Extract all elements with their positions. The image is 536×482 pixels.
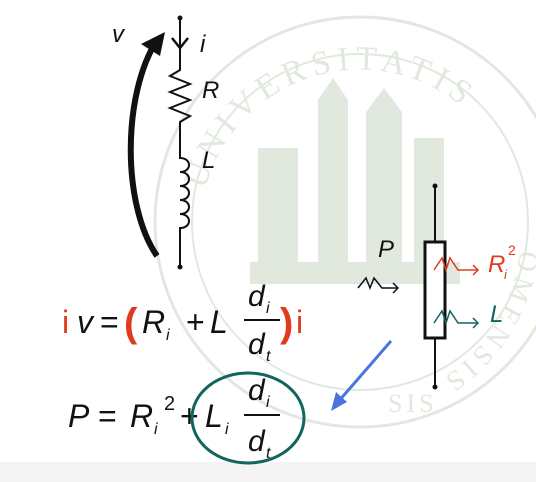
eq1-R-sub: i <box>166 327 170 344</box>
watermark-bottom-text: SIS <box>388 389 438 418</box>
pd-inductive-label: L <box>490 301 503 328</box>
equation-1: i v = ( R i + L d i d t ) i <box>62 280 303 365</box>
eq1-rhs-i: i <box>296 304 303 340</box>
pd-resistive-label: R <box>488 251 505 278</box>
eq1-equals: = <box>100 304 119 340</box>
reactive-term-highlight <box>190 371 306 465</box>
watermark-building <box>250 78 460 284</box>
pd-input-label: P <box>378 236 394 263</box>
wave-arrow-icon <box>357 276 400 294</box>
eq2-R-sub: i <box>154 421 158 438</box>
eq2-L-sub: i <box>225 421 229 438</box>
power-diagram: P R i 2 L <box>357 183 516 390</box>
terminal-top <box>177 15 183 21</box>
pd-resistive-sup: 2 <box>508 242 516 258</box>
eq2-equals: = <box>98 398 117 434</box>
eq1-frac-num-sub: i <box>266 300 270 317</box>
pd-terminal-bottom <box>432 384 438 390</box>
rl-circuit <box>167 18 193 266</box>
arrow-head-icon <box>141 32 165 56</box>
bottom-band <box>0 462 536 482</box>
eq1-lhs-i: i <box>62 304 69 340</box>
wave-arrow-icon <box>433 256 480 276</box>
resistor-symbol <box>167 62 193 150</box>
eq2-frac-den-sub: t <box>266 445 271 462</box>
terminal-bottom <box>177 264 183 270</box>
arrow-head-icon <box>171 37 189 51</box>
pd-terminal-top <box>432 183 438 189</box>
eq1-frac-num: d <box>248 280 266 313</box>
pd-element-box <box>423 240 447 340</box>
eq2-frac-den: d <box>248 425 266 458</box>
eq1-plus: + <box>186 304 205 340</box>
eq2-P: P <box>68 398 90 434</box>
eq1-L: L <box>210 304 228 340</box>
equation-2: P = R i 2 + L i d i d t <box>68 371 306 465</box>
eq2-frac-num: d <box>248 374 266 407</box>
eq1-open-paren: ( <box>124 301 138 345</box>
eq1-frac-den: d <box>248 328 266 361</box>
inductor-symbol <box>179 150 190 266</box>
eq1-lhs-v: v <box>77 304 95 340</box>
eq2-L: L <box>205 398 223 434</box>
eq2-R: R <box>130 398 153 434</box>
eq1-frac-den-sub: t <box>266 348 271 365</box>
current-label: i <box>200 31 206 58</box>
pd-resistive-sub: i <box>504 267 508 282</box>
eq2-frac-num-sub: i <box>266 394 270 411</box>
eq1-R: R <box>142 304 165 340</box>
voltage-label: v <box>112 21 126 48</box>
pointer-arrow-icon <box>331 340 393 411</box>
voltage-curved-arrow <box>127 38 160 258</box>
resistor-label: R <box>202 77 219 104</box>
eq1-close-paren: ) <box>280 301 293 345</box>
inductor-label: L <box>202 147 215 174</box>
wave-arrow-icon <box>433 309 480 329</box>
eq2-R-sup: 2 <box>164 393 175 415</box>
watermark-seal: UNIVERSITATIS OMENSIS SIS <box>153 15 536 429</box>
